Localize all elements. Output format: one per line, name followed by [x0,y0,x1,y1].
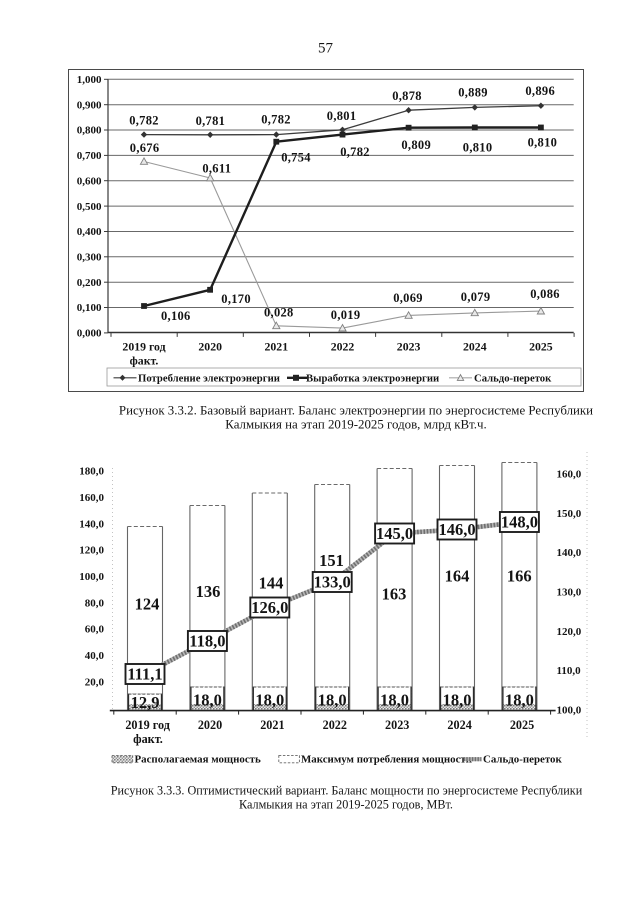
svg-text:0,781: 0,781 [196,114,226,128]
svg-text:факт.: факт. [130,353,159,367]
svg-text:Калмыкия на этап 2019-2025 год: Калмыкия на этап 2019-2025 годов, млрд к… [225,418,486,432]
svg-text:0,000: 0,000 [77,328,102,340]
svg-text:2021: 2021 [260,718,284,732]
svg-text:18,0: 18,0 [443,690,472,709]
svg-text:0,896: 0,896 [525,84,555,98]
svg-text:0,200: 0,200 [77,277,102,289]
svg-text:Располагаемая мощность: Располагаемая мощность [135,754,262,766]
svg-text:0,810: 0,810 [528,136,558,150]
svg-text:18,0: 18,0 [505,690,534,709]
svg-text:18,0: 18,0 [318,690,347,709]
svg-text:0,809: 0,809 [401,138,431,152]
svg-text:18,0: 18,0 [255,690,284,709]
svg-text:145,0: 145,0 [376,524,413,543]
svg-text:2019 год: 2019 год [125,718,170,732]
svg-text:0,086: 0,086 [530,287,560,301]
svg-text:111,1: 111,1 [127,665,162,684]
svg-text:0,878: 0,878 [392,89,422,103]
svg-text:136: 136 [196,582,221,601]
svg-text:118,0: 118,0 [189,632,225,651]
svg-text:0,754: 0,754 [281,151,311,165]
svg-text:Калмыкия на этап 2019-2025 год: Калмыкия на этап 2019-2025 годов, МВт. [239,798,453,812]
svg-text:0,079: 0,079 [461,290,491,304]
svg-text:166: 166 [507,566,532,585]
svg-text:2023: 2023 [385,718,409,732]
svg-text:0,782: 0,782 [129,114,159,128]
svg-text:1,000: 1,000 [77,74,102,86]
svg-text:Потребление электроэнергии: Потребление электроэнергии [138,373,280,385]
svg-text:110,0: 110,0 [557,665,582,677]
svg-text:факт.: факт. [133,732,163,746]
svg-text:130,0: 130,0 [557,586,582,598]
svg-text:0,810: 0,810 [463,141,493,155]
svg-text:150,0: 150,0 [557,508,582,520]
svg-text:Максимум потребления мощности: Максимум потребления мощности [301,754,472,766]
svg-text:0,100: 0,100 [77,302,102,314]
svg-text:2025: 2025 [510,718,534,732]
svg-text:0,900: 0,900 [77,99,102,111]
svg-text:0,170: 0,170 [221,292,251,306]
svg-text:0,019: 0,019 [331,308,361,322]
svg-text:100,0: 100,0 [557,704,582,716]
svg-text:0,400: 0,400 [77,226,102,238]
svg-text:100,0: 100,0 [79,571,104,583]
svg-text:2024: 2024 [463,339,487,353]
svg-text:124: 124 [135,595,160,614]
svg-text:0,028: 0,028 [264,305,294,319]
svg-text:2022: 2022 [331,339,355,353]
svg-text:12,9: 12,9 [131,693,160,712]
svg-text:140,0: 140,0 [557,547,582,559]
svg-text:Рисунок 3.3.3. Оптимистический: Рисунок 3.3.3. Оптимистический вариант. … [111,784,583,798]
svg-text:18,0: 18,0 [193,690,222,709]
svg-text:151: 151 [319,551,344,570]
svg-text:Сальдо-переток: Сальдо-переток [483,754,563,766]
svg-text:180,0: 180,0 [79,466,104,478]
svg-text:2021: 2021 [265,339,289,353]
svg-text:0,106: 0,106 [161,309,191,323]
svg-text:0,700: 0,700 [77,150,102,162]
svg-text:2024: 2024 [447,718,471,732]
svg-text:20,0: 20,0 [85,676,105,688]
svg-text:126,0: 126,0 [251,598,288,617]
svg-text:60,0: 60,0 [85,624,105,636]
svg-text:148,0: 148,0 [501,513,538,532]
svg-text:164: 164 [445,567,470,586]
svg-text:0,600: 0,600 [77,175,102,187]
svg-text:Сальдо-переток: Сальдо-переток [474,373,552,385]
svg-text:120,0: 120,0 [79,545,104,557]
svg-text:0,801: 0,801 [327,109,357,123]
svg-text:160,0: 160,0 [557,469,582,481]
svg-text:163: 163 [382,585,407,604]
svg-text:140,0: 140,0 [79,518,104,530]
svg-text:0,069: 0,069 [393,291,423,305]
svg-text:0,611: 0,611 [202,162,231,176]
svg-text:133,0: 133,0 [314,573,351,592]
svg-text:120,0: 120,0 [557,626,582,638]
svg-text:0,889: 0,889 [458,86,488,100]
svg-text:0,500: 0,500 [77,201,102,213]
svg-text:2020: 2020 [198,339,222,353]
svg-text:146,0: 146,0 [438,520,475,539]
svg-text:0,300: 0,300 [77,252,102,264]
svg-text:160,0: 160,0 [79,492,104,504]
svg-text:Рисунок 3.3.2. Базовый вариант: Рисунок 3.3.2. Базовый вариант. Баланс э… [119,404,593,418]
svg-text:2019 год: 2019 год [122,339,165,353]
svg-text:2020: 2020 [198,718,222,732]
svg-text:Выработка электроэнергии: Выработка электроэнергии [306,373,439,385]
svg-text:57: 57 [318,40,334,56]
svg-text:0,782: 0,782 [261,113,291,127]
svg-text:40,0: 40,0 [85,650,105,662]
svg-text:2025: 2025 [529,339,553,353]
svg-text:0,676: 0,676 [130,141,160,155]
svg-text:2022: 2022 [323,718,347,732]
svg-text:2023: 2023 [397,339,421,353]
svg-text:144: 144 [259,574,284,593]
svg-text:80,0: 80,0 [85,597,105,609]
svg-text:0,800: 0,800 [77,125,102,137]
svg-text:0,782: 0,782 [340,145,370,159]
svg-text:18,0: 18,0 [380,690,409,709]
